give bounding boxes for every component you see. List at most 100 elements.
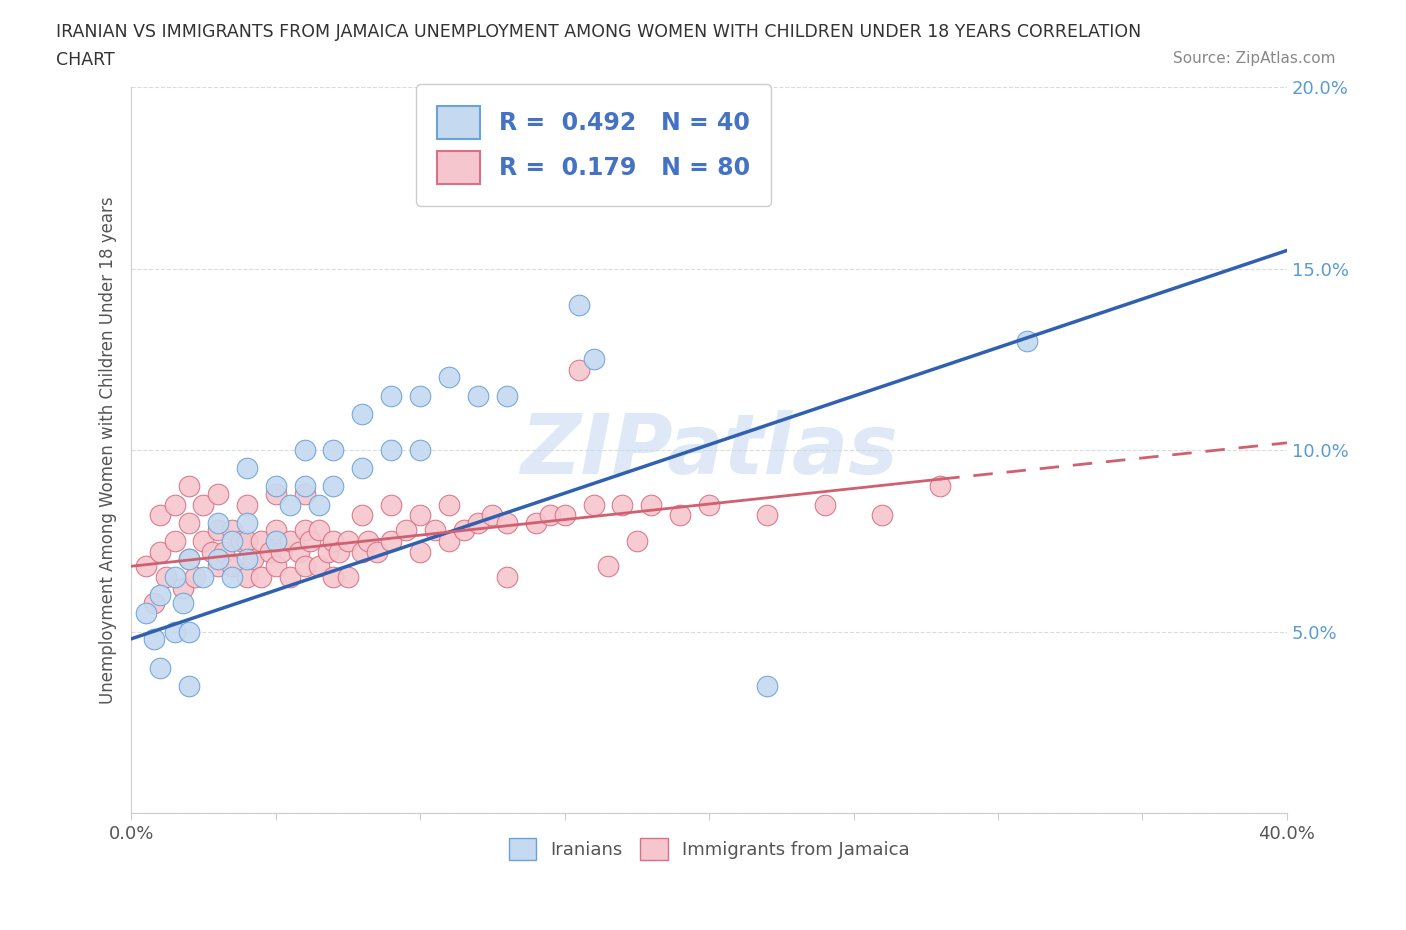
- Point: [236, 570, 259, 585]
- Point: [207, 486, 229, 501]
- Point: [163, 570, 186, 585]
- Point: [568, 298, 591, 312]
- Point: [236, 551, 259, 566]
- Point: [149, 544, 172, 559]
- Point: [155, 570, 177, 585]
- Point: [242, 551, 264, 566]
- Point: [582, 498, 605, 512]
- Point: [872, 508, 894, 523]
- Point: [380, 498, 402, 512]
- Point: [264, 486, 287, 501]
- Point: [495, 570, 517, 585]
- Point: [207, 523, 229, 538]
- Point: [221, 534, 243, 549]
- Point: [264, 479, 287, 494]
- Point: [149, 508, 172, 523]
- Point: [357, 534, 380, 549]
- Text: IRANIAN VS IMMIGRANTS FROM JAMAICA UNEMPLOYMENT AMONG WOMEN WITH CHILDREN UNDER : IRANIAN VS IMMIGRANTS FROM JAMAICA UNEMP…: [56, 23, 1142, 41]
- Point: [453, 523, 475, 538]
- Point: [172, 595, 194, 610]
- Point: [352, 460, 374, 475]
- Point: [163, 534, 186, 549]
- Point: [423, 523, 446, 538]
- Point: [135, 559, 157, 574]
- Point: [1015, 334, 1038, 349]
- Point: [294, 486, 316, 501]
- Point: [697, 498, 720, 512]
- Point: [177, 515, 200, 530]
- Point: [352, 544, 374, 559]
- Point: [322, 534, 344, 549]
- Point: [278, 534, 301, 549]
- Point: [149, 660, 172, 675]
- Point: [409, 388, 432, 403]
- Point: [184, 570, 207, 585]
- Point: [236, 515, 259, 530]
- Point: [308, 523, 330, 538]
- Point: [221, 570, 243, 585]
- Point: [294, 523, 316, 538]
- Point: [814, 498, 837, 512]
- Point: [201, 544, 224, 559]
- Point: [193, 570, 215, 585]
- Point: [322, 570, 344, 585]
- Legend: Iranians, Immigrants from Jamaica: Iranians, Immigrants from Jamaica: [499, 830, 918, 870]
- Y-axis label: Unemployment Among Women with Children Under 18 years: Unemployment Among Women with Children U…: [100, 196, 117, 704]
- Point: [264, 523, 287, 538]
- Point: [467, 515, 489, 530]
- Point: [278, 498, 301, 512]
- Point: [163, 624, 186, 639]
- Point: [278, 570, 301, 585]
- Point: [149, 588, 172, 603]
- Point: [524, 515, 547, 530]
- Point: [352, 406, 374, 421]
- Point: [554, 508, 576, 523]
- Point: [755, 508, 778, 523]
- Point: [366, 544, 388, 559]
- Point: [207, 515, 229, 530]
- Point: [177, 551, 200, 566]
- Point: [221, 523, 243, 538]
- Point: [172, 580, 194, 595]
- Point: [135, 606, 157, 621]
- Point: [177, 679, 200, 694]
- Point: [308, 559, 330, 574]
- Point: [270, 544, 292, 559]
- Point: [288, 544, 311, 559]
- Point: [409, 443, 432, 458]
- Point: [395, 523, 418, 538]
- Point: [437, 534, 460, 549]
- Point: [177, 624, 200, 639]
- Point: [929, 479, 952, 494]
- Point: [294, 443, 316, 458]
- Point: [193, 498, 215, 512]
- Point: [352, 508, 374, 523]
- Point: [308, 498, 330, 512]
- Point: [380, 443, 402, 458]
- Point: [229, 534, 252, 549]
- Point: [409, 508, 432, 523]
- Point: [322, 443, 344, 458]
- Point: [596, 559, 619, 574]
- Point: [409, 544, 432, 559]
- Point: [495, 515, 517, 530]
- Point: [568, 363, 591, 378]
- Point: [336, 570, 359, 585]
- Point: [481, 508, 503, 523]
- Point: [236, 460, 259, 475]
- Point: [437, 498, 460, 512]
- Point: [264, 534, 287, 549]
- Point: [259, 544, 281, 559]
- Point: [437, 370, 460, 385]
- Point: [755, 679, 778, 694]
- Point: [316, 544, 339, 559]
- Point: [207, 559, 229, 574]
- Point: [568, 170, 591, 185]
- Text: ZIPatlas: ZIPatlas: [520, 409, 898, 491]
- Point: [294, 479, 316, 494]
- Point: [250, 570, 273, 585]
- Point: [250, 534, 273, 549]
- Point: [177, 551, 200, 566]
- Point: [582, 352, 605, 366]
- Point: [626, 534, 648, 549]
